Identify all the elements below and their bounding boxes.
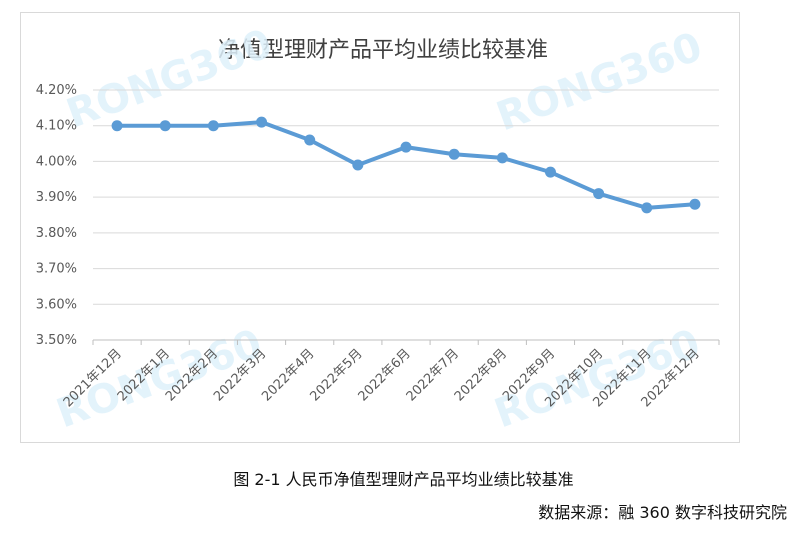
y-tick-label: 3.50% bbox=[36, 333, 77, 348]
data-point bbox=[207, 120, 219, 132]
data-point bbox=[496, 152, 508, 164]
watermark-text: RONG360 bbox=[61, 21, 278, 138]
y-tick-label: 3.70% bbox=[36, 262, 77, 277]
chart-frame: 净值型理财产品平均业绩比较基准 RONG360 RONG360 RONG360 RON… bbox=[20, 12, 740, 443]
data-point bbox=[641, 202, 653, 214]
data-point bbox=[400, 141, 412, 153]
data-point bbox=[448, 148, 460, 160]
data-point bbox=[352, 159, 364, 171]
y-tick-label: 3.90% bbox=[36, 190, 77, 205]
y-tick-label: 3.80% bbox=[36, 226, 77, 241]
data-point bbox=[111, 120, 123, 132]
series-line-path bbox=[115, 120, 697, 210]
data-point bbox=[544, 166, 556, 178]
y-tick-label: 4.20% bbox=[36, 83, 77, 98]
data-point bbox=[593, 188, 605, 200]
data-source: 数据来源：融 360 数字科技研究院 bbox=[538, 503, 787, 522]
y-tick-label: 4.10% bbox=[36, 119, 77, 134]
data-point bbox=[159, 120, 171, 132]
series-line bbox=[111, 116, 701, 214]
y-tick-label: 4.00% bbox=[36, 154, 77, 169]
y-tick-label: 3.60% bbox=[36, 297, 77, 312]
data-point bbox=[304, 134, 316, 146]
data-point bbox=[689, 198, 701, 210]
data-point bbox=[256, 116, 268, 128]
chart-title: 净值型理财产品平均业绩比较基准 bbox=[218, 38, 548, 63]
y-axis-ticks: 3.50% 3.60% 3.70% 3.80% 3.90% 4.00% 4.10% 4.20% bbox=[36, 83, 77, 348]
figure-caption: 图 2-1 人民币净值型理财产品平均业绩比较基准 bbox=[233, 470, 574, 489]
